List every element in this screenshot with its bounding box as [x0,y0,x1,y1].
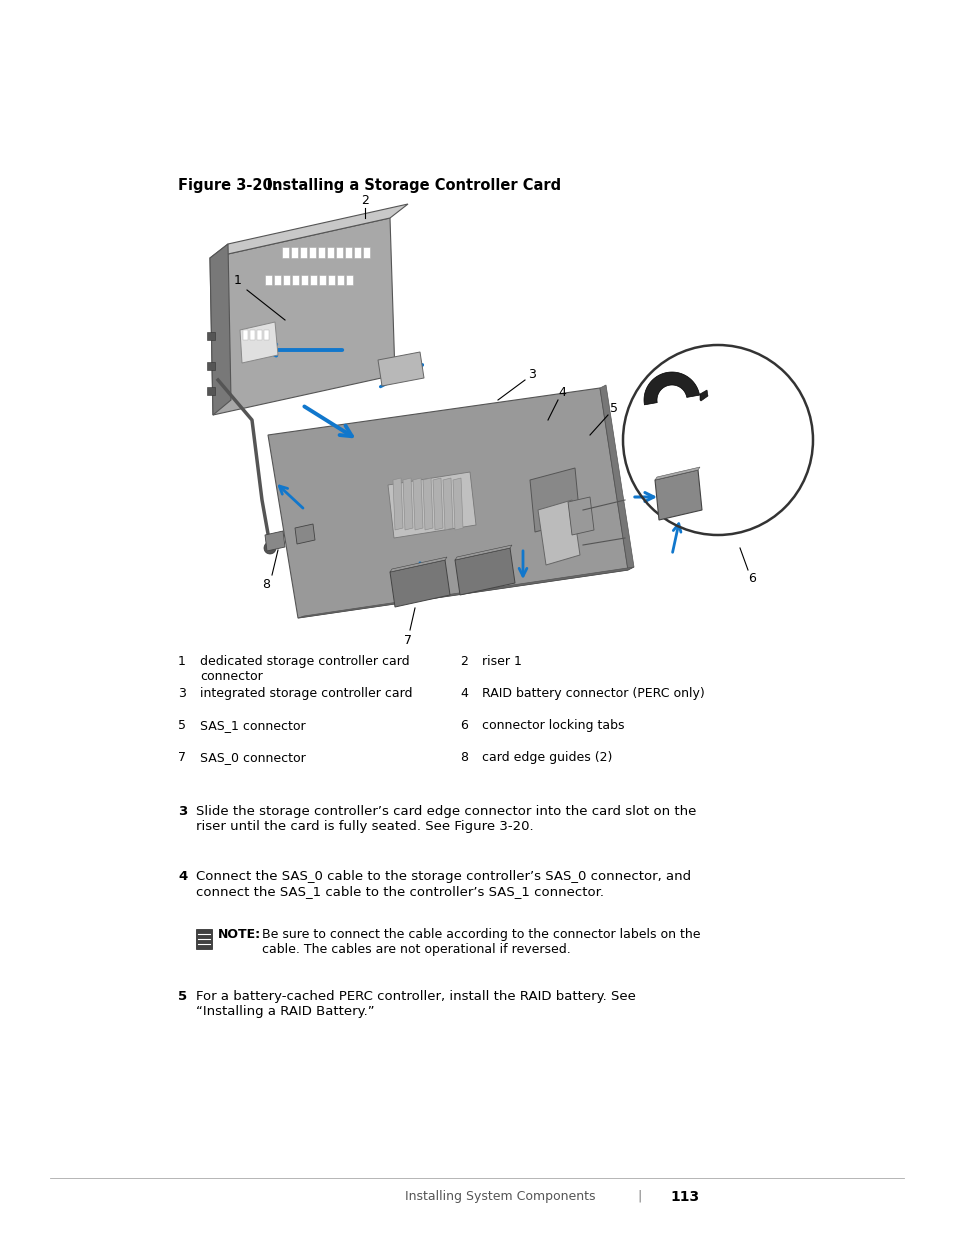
Bar [310,275,316,285]
Bar [299,247,307,258]
Bar [207,387,214,395]
Bar [256,330,262,340]
Bar [291,247,297,258]
Text: 1: 1 [233,273,242,287]
Text: 4: 4 [178,869,187,883]
Bar [309,247,315,258]
Text: Slide the storage controller’s card edge connector into the card slot on the
ris: Slide the storage controller’s card edge… [195,805,696,832]
Text: 113: 113 [669,1191,699,1204]
Text: 5: 5 [178,719,186,732]
Polygon shape [700,390,707,401]
Text: 7: 7 [403,634,412,646]
Bar [250,330,254,340]
Text: 3: 3 [178,687,186,700]
Polygon shape [422,478,433,530]
Bar [354,247,360,258]
Text: dedicated storage controller card
connector: dedicated storage controller card connec… [200,655,409,683]
Polygon shape [599,385,634,571]
Text: For a battery-cached PERC controller, install the RAID battery. See
“Installing : For a battery-cached PERC controller, in… [195,990,636,1018]
Polygon shape [530,468,579,532]
Polygon shape [442,478,453,530]
Text: Be sure to connect the cable according to the connector labels on the
cable. The: Be sure to connect the cable according t… [262,927,700,956]
Polygon shape [377,352,423,387]
Text: integrated storage controller card: integrated storage controller card [200,687,412,700]
Bar [301,275,308,285]
Polygon shape [413,478,422,530]
Text: 4: 4 [558,387,565,399]
Polygon shape [393,478,402,530]
Bar [292,275,298,285]
Text: Connect the SAS_0 cable to the storage controller’s SAS_0 connector, and
connect: Connect the SAS_0 cable to the storage c… [195,869,690,898]
Text: Installing a Storage Controller Card: Installing a Storage Controller Card [246,178,560,193]
Text: 2: 2 [360,194,369,206]
Text: 8: 8 [459,751,468,764]
Polygon shape [453,478,462,530]
Circle shape [264,542,275,555]
Bar [327,247,334,258]
Bar [274,275,281,285]
Polygon shape [455,548,515,595]
Text: 3: 3 [178,805,187,818]
Polygon shape [655,471,701,520]
Polygon shape [390,559,450,606]
Text: Figure 3-20.: Figure 3-20. [178,178,278,193]
Polygon shape [210,204,408,258]
Polygon shape [567,496,594,535]
Polygon shape [268,388,627,618]
Polygon shape [240,322,277,363]
Text: |: | [638,1191,641,1203]
Polygon shape [537,500,579,564]
Polygon shape [643,372,699,405]
Bar [346,275,353,285]
Text: riser 1: riser 1 [481,655,521,668]
Text: 8: 8 [262,578,270,592]
Bar [265,275,272,285]
Text: SAS_0 connector: SAS_0 connector [200,751,305,764]
Polygon shape [210,219,395,415]
Bar [207,362,214,370]
Text: RAID battery connector (PERC only): RAID battery connector (PERC only) [481,687,704,700]
Polygon shape [297,567,634,618]
Polygon shape [294,524,314,543]
Bar [345,247,352,258]
Bar [328,275,335,285]
Polygon shape [210,245,231,415]
Text: 1: 1 [178,655,186,668]
Text: 4: 4 [459,687,467,700]
Polygon shape [655,467,700,480]
Bar [264,330,269,340]
Polygon shape [402,478,413,530]
Text: 3: 3 [528,368,536,380]
Polygon shape [433,478,442,530]
Text: Installing System Components: Installing System Components [404,1191,595,1203]
Bar [335,247,343,258]
Bar [207,332,214,340]
Bar [363,247,370,258]
Polygon shape [265,531,285,551]
Text: 5: 5 [609,401,618,415]
Text: NOTE:: NOTE: [218,927,261,941]
Polygon shape [195,929,212,948]
Bar [318,275,326,285]
Text: card edge guides (2): card edge guides (2) [481,751,612,764]
Text: 2: 2 [459,655,467,668]
Bar [317,247,325,258]
Polygon shape [455,545,512,559]
Text: 5: 5 [178,990,187,1003]
Text: 6: 6 [459,719,467,732]
Text: 7: 7 [178,751,186,764]
Polygon shape [388,472,476,538]
Bar [336,275,344,285]
Text: connector locking tabs: connector locking tabs [481,719,624,732]
Bar [243,330,248,340]
Bar [282,247,289,258]
Text: SAS_1 connector: SAS_1 connector [200,719,305,732]
Text: 6: 6 [747,572,755,584]
Polygon shape [390,557,447,572]
Bar [283,275,290,285]
